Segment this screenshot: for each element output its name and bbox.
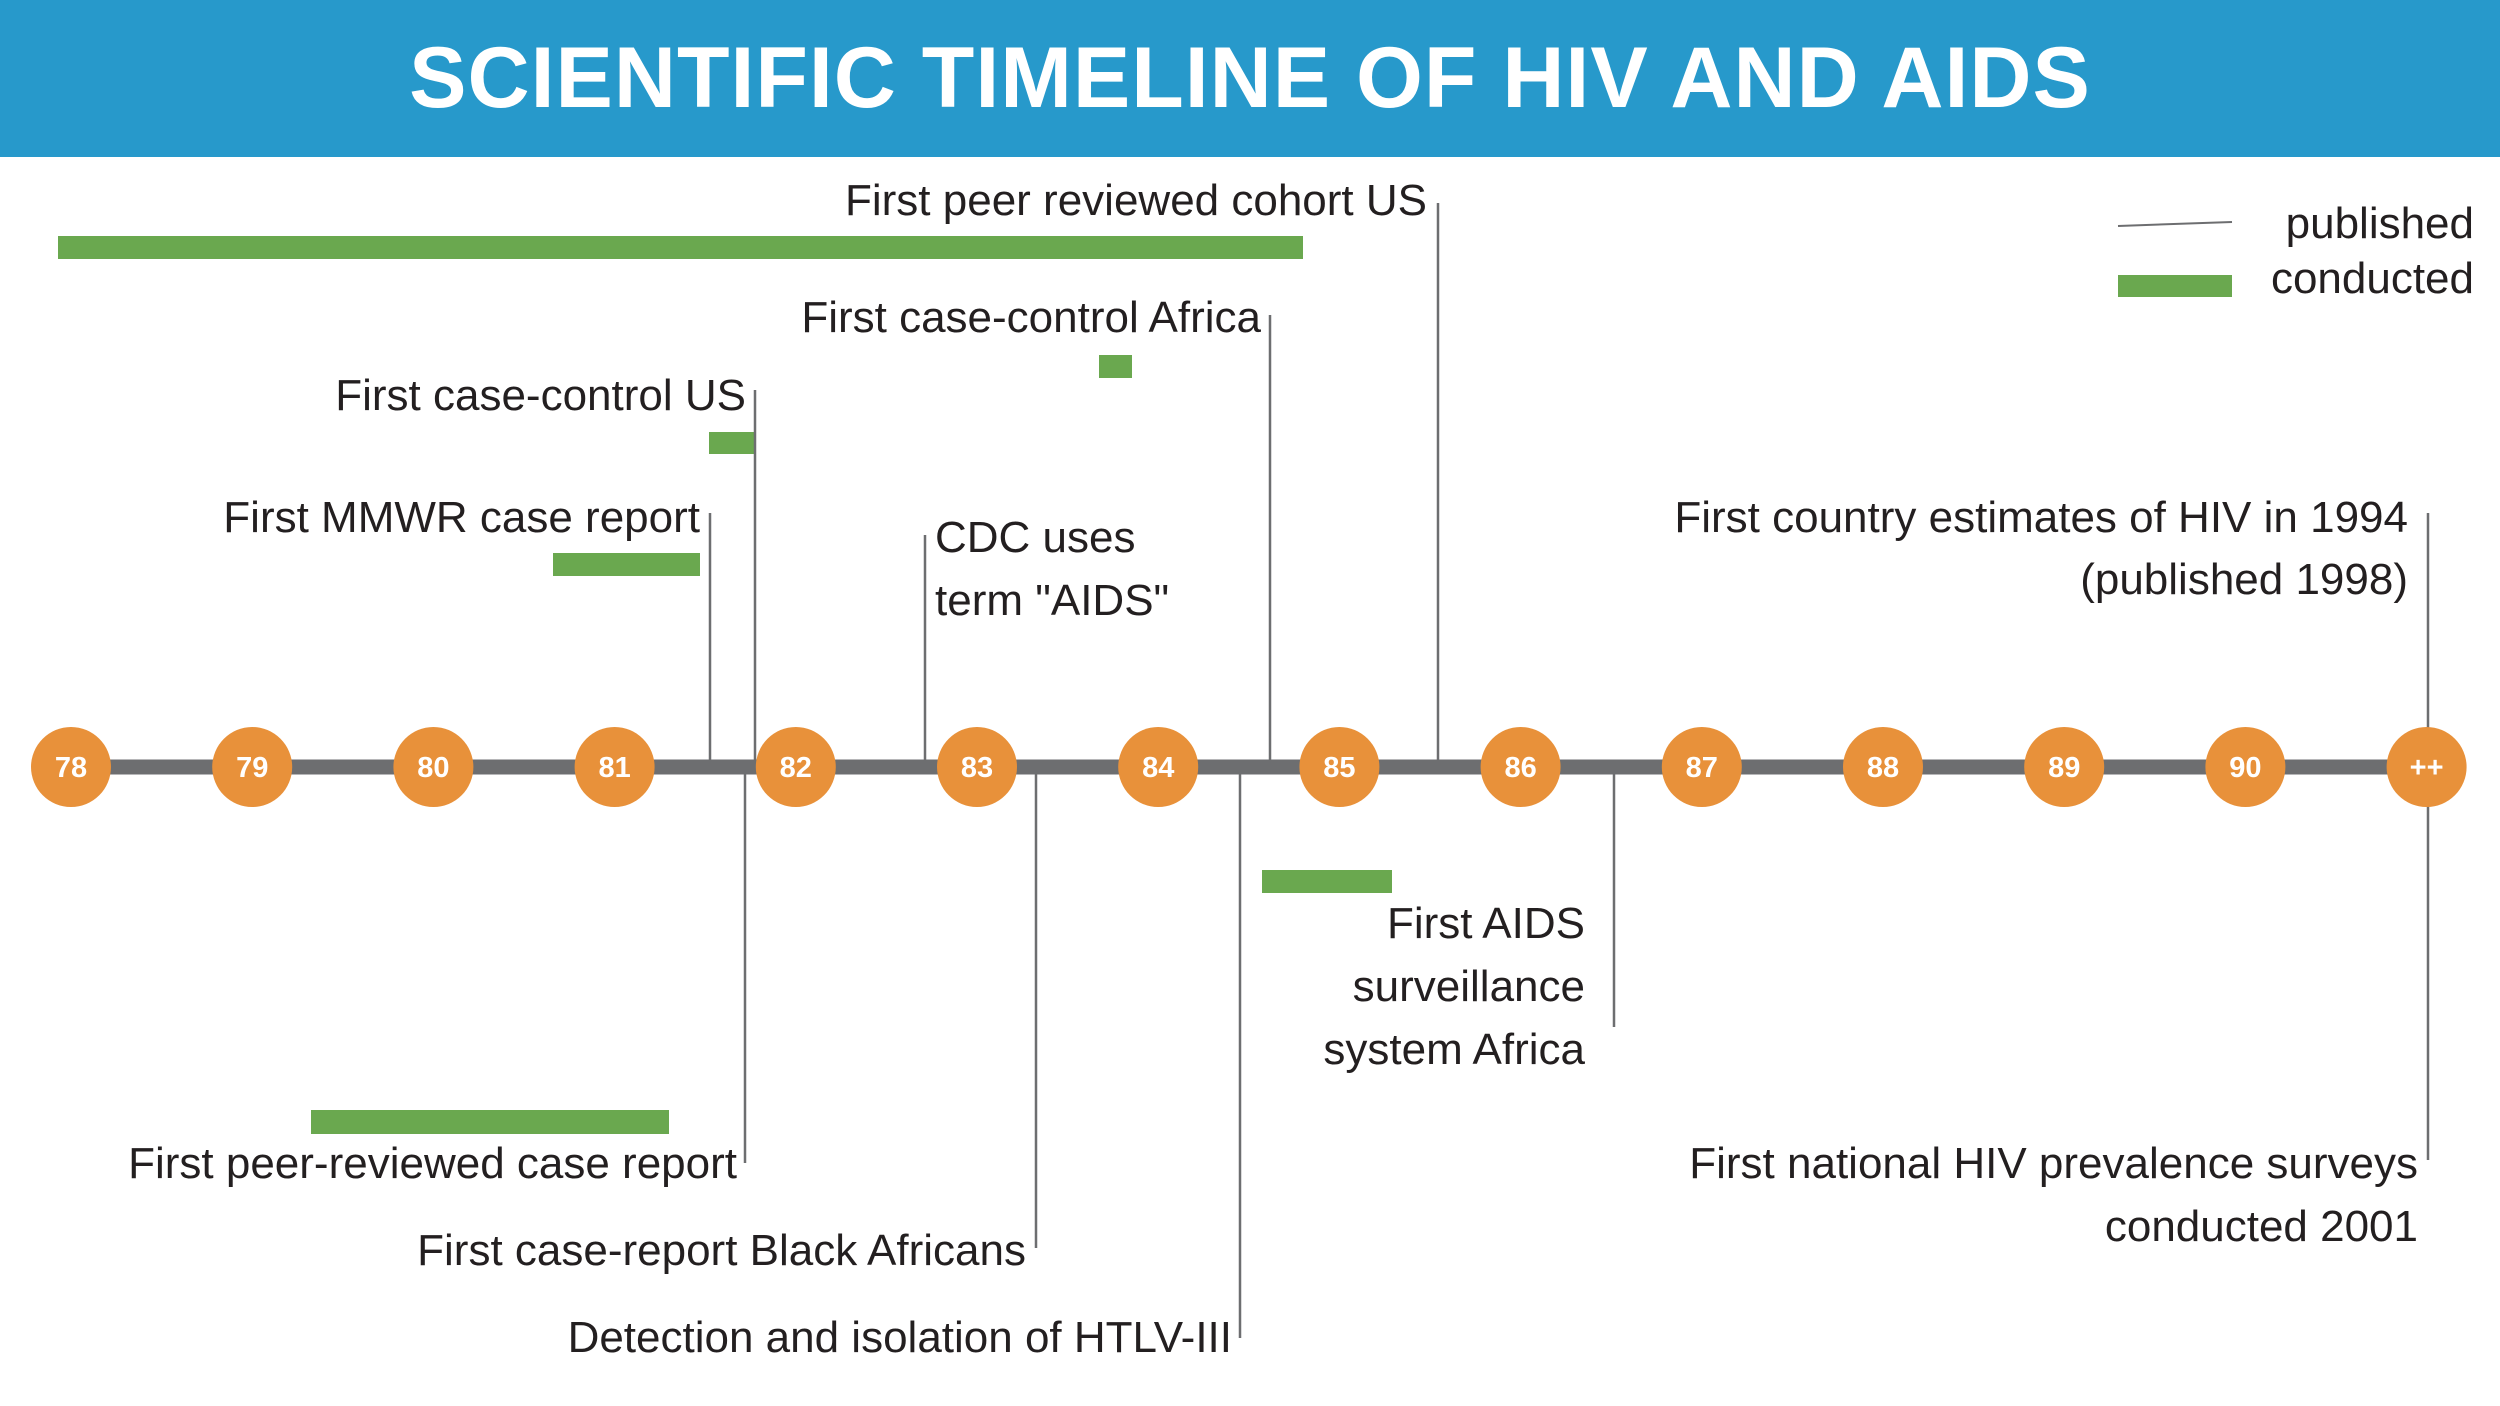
label-surveillance-line3: system Africa: [1323, 1025, 1585, 1074]
year-label: 80: [417, 752, 449, 784]
year-marker: 88: [1843, 727, 1923, 807]
cohort-us-conducted-bar: [58, 236, 1303, 259]
surveillance-conducted-bar: [1262, 870, 1392, 893]
year-circle: [1661, 727, 1742, 807]
year-markers: 78 79 80 81 82 83 84 85 86 87 88 89 90 ++: [31, 727, 2467, 807]
year-marker: 84: [1118, 727, 1199, 807]
published-lines: [708, 203, 2430, 1338]
year-marker: 80: [393, 727, 474, 807]
year-marker: 85: [1299, 727, 1380, 807]
year-circle: [1299, 727, 1380, 807]
label-mmwr: First MMWR case report: [223, 493, 700, 542]
year-marker: 83: [937, 727, 1017, 807]
year-marker: ++: [2386, 727, 2467, 807]
year-label: 82: [780, 752, 812, 784]
legend-conducted-label: conducted: [2271, 254, 2474, 303]
conducted-bars: [58, 236, 1392, 1134]
label-cohort-us: First peer reviewed cohort US: [845, 176, 1427, 225]
year-circle: [937, 727, 1017, 807]
label-black-africans: First case-report Black Africans: [417, 1226, 1026, 1275]
year-circle: [31, 727, 111, 807]
label-prevalence-line2: conducted 2001: [2105, 1202, 2418, 1251]
year-label: 81: [598, 752, 630, 784]
year-marker: 79: [212, 727, 293, 807]
legend-conducted-swatch: [2118, 275, 2232, 297]
label-cdc-aids-line2: term "AIDS": [935, 576, 1169, 625]
year-label: ++: [2410, 752, 2444, 784]
title-banner: SCIENTIFIC TIMELINE OF HIV AND AIDS: [0, 0, 2500, 157]
label-prevalence-line1: First national HIV prevalence surveys: [1689, 1139, 2418, 1188]
label-surveillance-line2: surveillance: [1353, 962, 1585, 1011]
year-circle: [755, 727, 836, 807]
label-cdc-aids-line1: CDC uses: [935, 513, 1136, 562]
page-title: SCIENTIFIC TIMELINE OF HIV AND AIDS: [409, 30, 2091, 126]
year-circle: [1480, 727, 1561, 807]
label-surveillance-line1: First AIDS: [1387, 899, 1585, 948]
year-label: 86: [1504, 752, 1536, 784]
year-marker: 78: [31, 727, 111, 807]
label-country-est-line2: (published 1998): [2080, 555, 2408, 604]
year-label: 83: [961, 752, 993, 784]
label-country-est-line1: First country estimates of HIV in 1994: [1674, 493, 2408, 542]
year-label: 84: [1142, 752, 1174, 784]
label-cc-africa: First case-control Africa: [801, 293, 1261, 342]
year-label: 87: [1686, 752, 1718, 784]
year-label: 89: [2048, 752, 2080, 784]
label-peer-case: First peer-reviewed case report: [128, 1139, 737, 1188]
year-marker: 87: [1661, 727, 1742, 807]
year-label: 90: [2229, 752, 2261, 784]
year-circle: [212, 727, 293, 807]
year-label: 78: [55, 752, 87, 784]
year-circle: [1118, 727, 1199, 807]
year-label: 88: [1867, 752, 1899, 784]
year-circle: [2024, 727, 2105, 807]
year-marker: 86: [1480, 727, 1561, 807]
legend: published conducted: [2117, 199, 2474, 303]
year-circle: [393, 727, 474, 807]
peer-case-conducted-bar: [311, 1110, 669, 1134]
event-labels: First peer reviewed cohort US First case…: [128, 176, 2418, 1362]
cc-us-conducted-bar: [709, 432, 756, 454]
cc-africa-conducted-bar: [1099, 355, 1132, 378]
year-marker: 81: [574, 727, 655, 807]
year-marker: 89: [2024, 727, 2105, 807]
year-label: 85: [1323, 752, 1355, 784]
year-circle: [1843, 727, 1923, 807]
year-marker: 90: [2205, 727, 2286, 807]
year-label: 79: [236, 752, 268, 784]
legend-published-swatch: [2117, 221, 2233, 227]
label-cc-us: First case-control US: [335, 371, 746, 420]
year-circle: [2386, 727, 2467, 807]
label-htlv: Detection and isolation of HTLV-III: [568, 1313, 1232, 1362]
year-circle: [2205, 727, 2286, 807]
mmwr-conducted-bar: [553, 553, 700, 576]
year-marker: 82: [755, 727, 836, 807]
year-circle: [574, 727, 655, 807]
legend-published-label: published: [2286, 199, 2474, 248]
